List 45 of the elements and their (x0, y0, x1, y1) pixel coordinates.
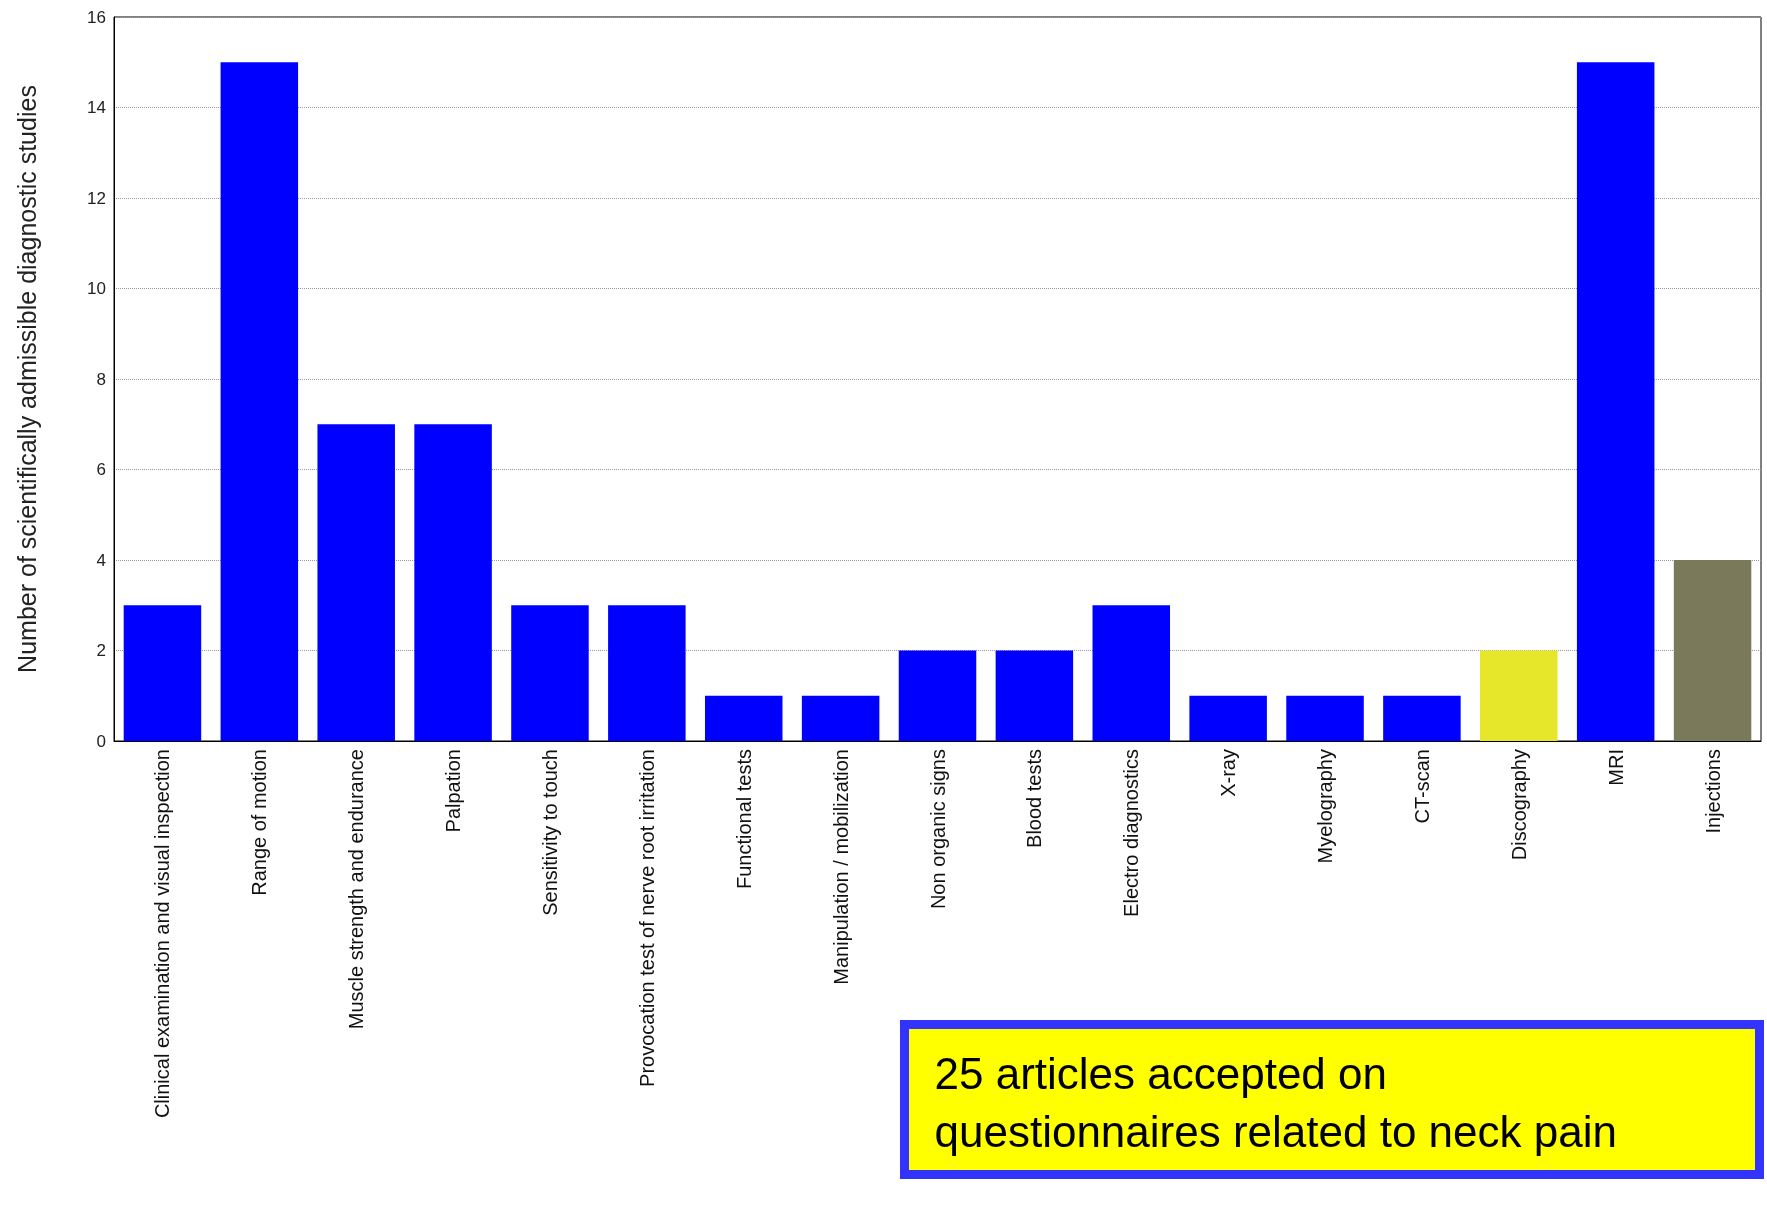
bar (317, 424, 395, 741)
x-tick-label: MRI (1604, 749, 1627, 786)
bar (1189, 695, 1267, 741)
y-tick-label: 16 (87, 7, 106, 27)
y-tick-label: 2 (96, 641, 106, 660)
x-tick-label: Palpation (442, 749, 465, 833)
y-tick-label: 4 (96, 550, 106, 570)
y-tick-label: 0 (96, 731, 106, 751)
bar (1286, 695, 1364, 741)
bar (1480, 650, 1558, 741)
bar (704, 695, 783, 741)
bar (123, 605, 202, 741)
x-tick-label: Clinical examination and visual inspection (151, 749, 174, 1119)
x-tick-label: Sensitivity to touch (538, 749, 561, 916)
x-tick-label: Provocation test of nerve root irritation (635, 749, 658, 1087)
x-tick-label: Muscle strength and endurance (345, 749, 368, 1030)
bar (414, 424, 492, 741)
bar (1383, 695, 1461, 741)
text: 25 articles accepted on questionnaires related to neck pain (934, 1049, 1617, 1156)
x-tick-label: Blood tests (1023, 749, 1046, 848)
y-tick-label: 8 (96, 369, 106, 389)
y-axis-title: Number of scientifically admissible diagnostic studies (12, 85, 41, 673)
x-tick-label: Functional tests (732, 749, 755, 890)
x-tick-label: Manipulation / mobilization (829, 749, 852, 985)
bar (1673, 560, 1752, 741)
y-tick-label: 10 (87, 279, 106, 298)
x-tick-label: Range of motion (248, 749, 271, 896)
y-tick-label: 6 (96, 460, 106, 479)
bar (1576, 62, 1655, 741)
x-tick-label: CT-scan (1410, 749, 1433, 824)
bar (1092, 605, 1171, 741)
y-tick-label: 12 (87, 188, 106, 208)
x-tick-label: Myelography (1314, 749, 1337, 864)
x-tick-label: X-ray (1217, 749, 1240, 797)
y-tick-label: 14 (87, 98, 106, 117)
x-tick-label: Injections (1701, 749, 1724, 834)
x-tick-label: Discography (1507, 749, 1530, 861)
bar (898, 650, 977, 741)
x-tick-label: Non organic signs (926, 749, 949, 910)
bar (220, 62, 299, 741)
bar (801, 695, 880, 741)
bar (608, 605, 686, 741)
bar (995, 650, 1074, 741)
bar (511, 605, 589, 741)
x-tick-label: Electro diagnostics (1120, 749, 1143, 917)
